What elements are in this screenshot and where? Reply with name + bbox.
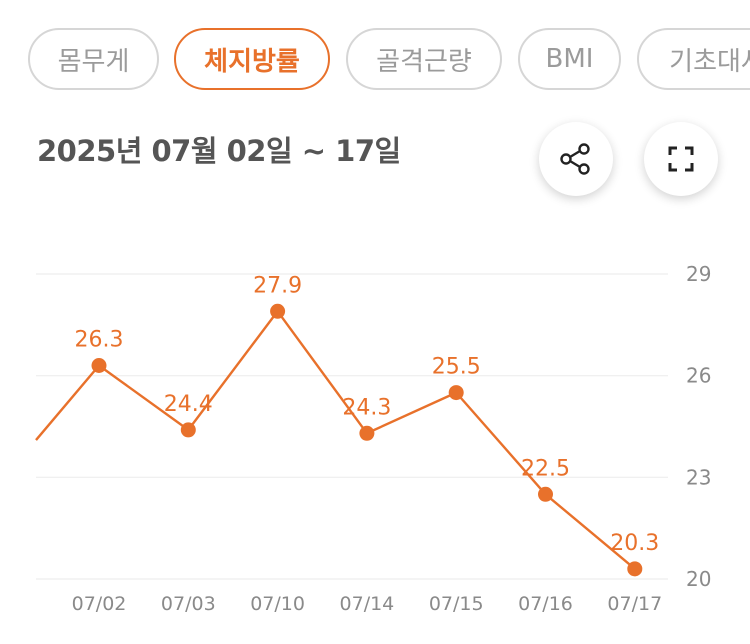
tab-muscle-mass[interactable]: 골격근량 [346, 28, 502, 90]
data-label: 26.3 [75, 328, 124, 353]
y-tick-label: 29 [686, 262, 711, 286]
x-tick-label: 07/14 [340, 593, 395, 615]
data-point[interactable] [448, 385, 464, 401]
date-range-title: 2025년 07월 02일 ~ 17일 [37, 134, 401, 168]
data-point[interactable] [270, 303, 286, 319]
data-label: 24.4 [164, 392, 213, 417]
x-tick-label: 07/03 [161, 593, 216, 615]
x-tick-label: 07/16 [518, 593, 573, 615]
y-tick-label: 23 [686, 465, 711, 489]
data-point[interactable] [538, 486, 553, 502]
y-tick-label: 26 [686, 364, 711, 388]
data-label: 22.5 [521, 456, 570, 481]
data-label: 27.9 [253, 273, 302, 298]
data-point[interactable] [359, 425, 375, 441]
x-tick-label: 07/15 [429, 593, 484, 615]
series-line [35, 310, 636, 570]
tab-body-fat[interactable]: 체지방률 [174, 28, 330, 90]
x-tick-label: 07/10 [250, 593, 305, 615]
data-point[interactable] [627, 561, 643, 577]
data-label: 25.5 [432, 355, 481, 380]
share-button[interactable] [539, 122, 613, 196]
tab-bmr[interactable]: 기초대사 [637, 28, 750, 90]
data-label: 24.3 [342, 395, 391, 420]
x-tick-label: 07/02 [72, 593, 127, 615]
y-tick-label: 20 [686, 567, 711, 591]
x-tick-label: 07/17 [607, 593, 662, 615]
body-fat-line-chart: 29 26 23 20 26.3 24.4 27.9 24.3 25.5 22.5 20.3 07… [35, 262, 711, 615]
tab-weight[interactable]: 몸무게 [28, 28, 159, 90]
tab-bmi[interactable]: BMI [518, 28, 621, 90]
data-point[interactable] [91, 358, 107, 373]
metric-tabs: 몸무게 체지방률 골격근량 BMI 기초대사 [28, 28, 750, 94]
fullscreen-icon [668, 146, 694, 172]
data-label: 20.3 [610, 531, 659, 556]
data-point[interactable] [180, 422, 196, 438]
fullscreen-button[interactable] [644, 122, 718, 196]
share-icon [560, 143, 590, 175]
